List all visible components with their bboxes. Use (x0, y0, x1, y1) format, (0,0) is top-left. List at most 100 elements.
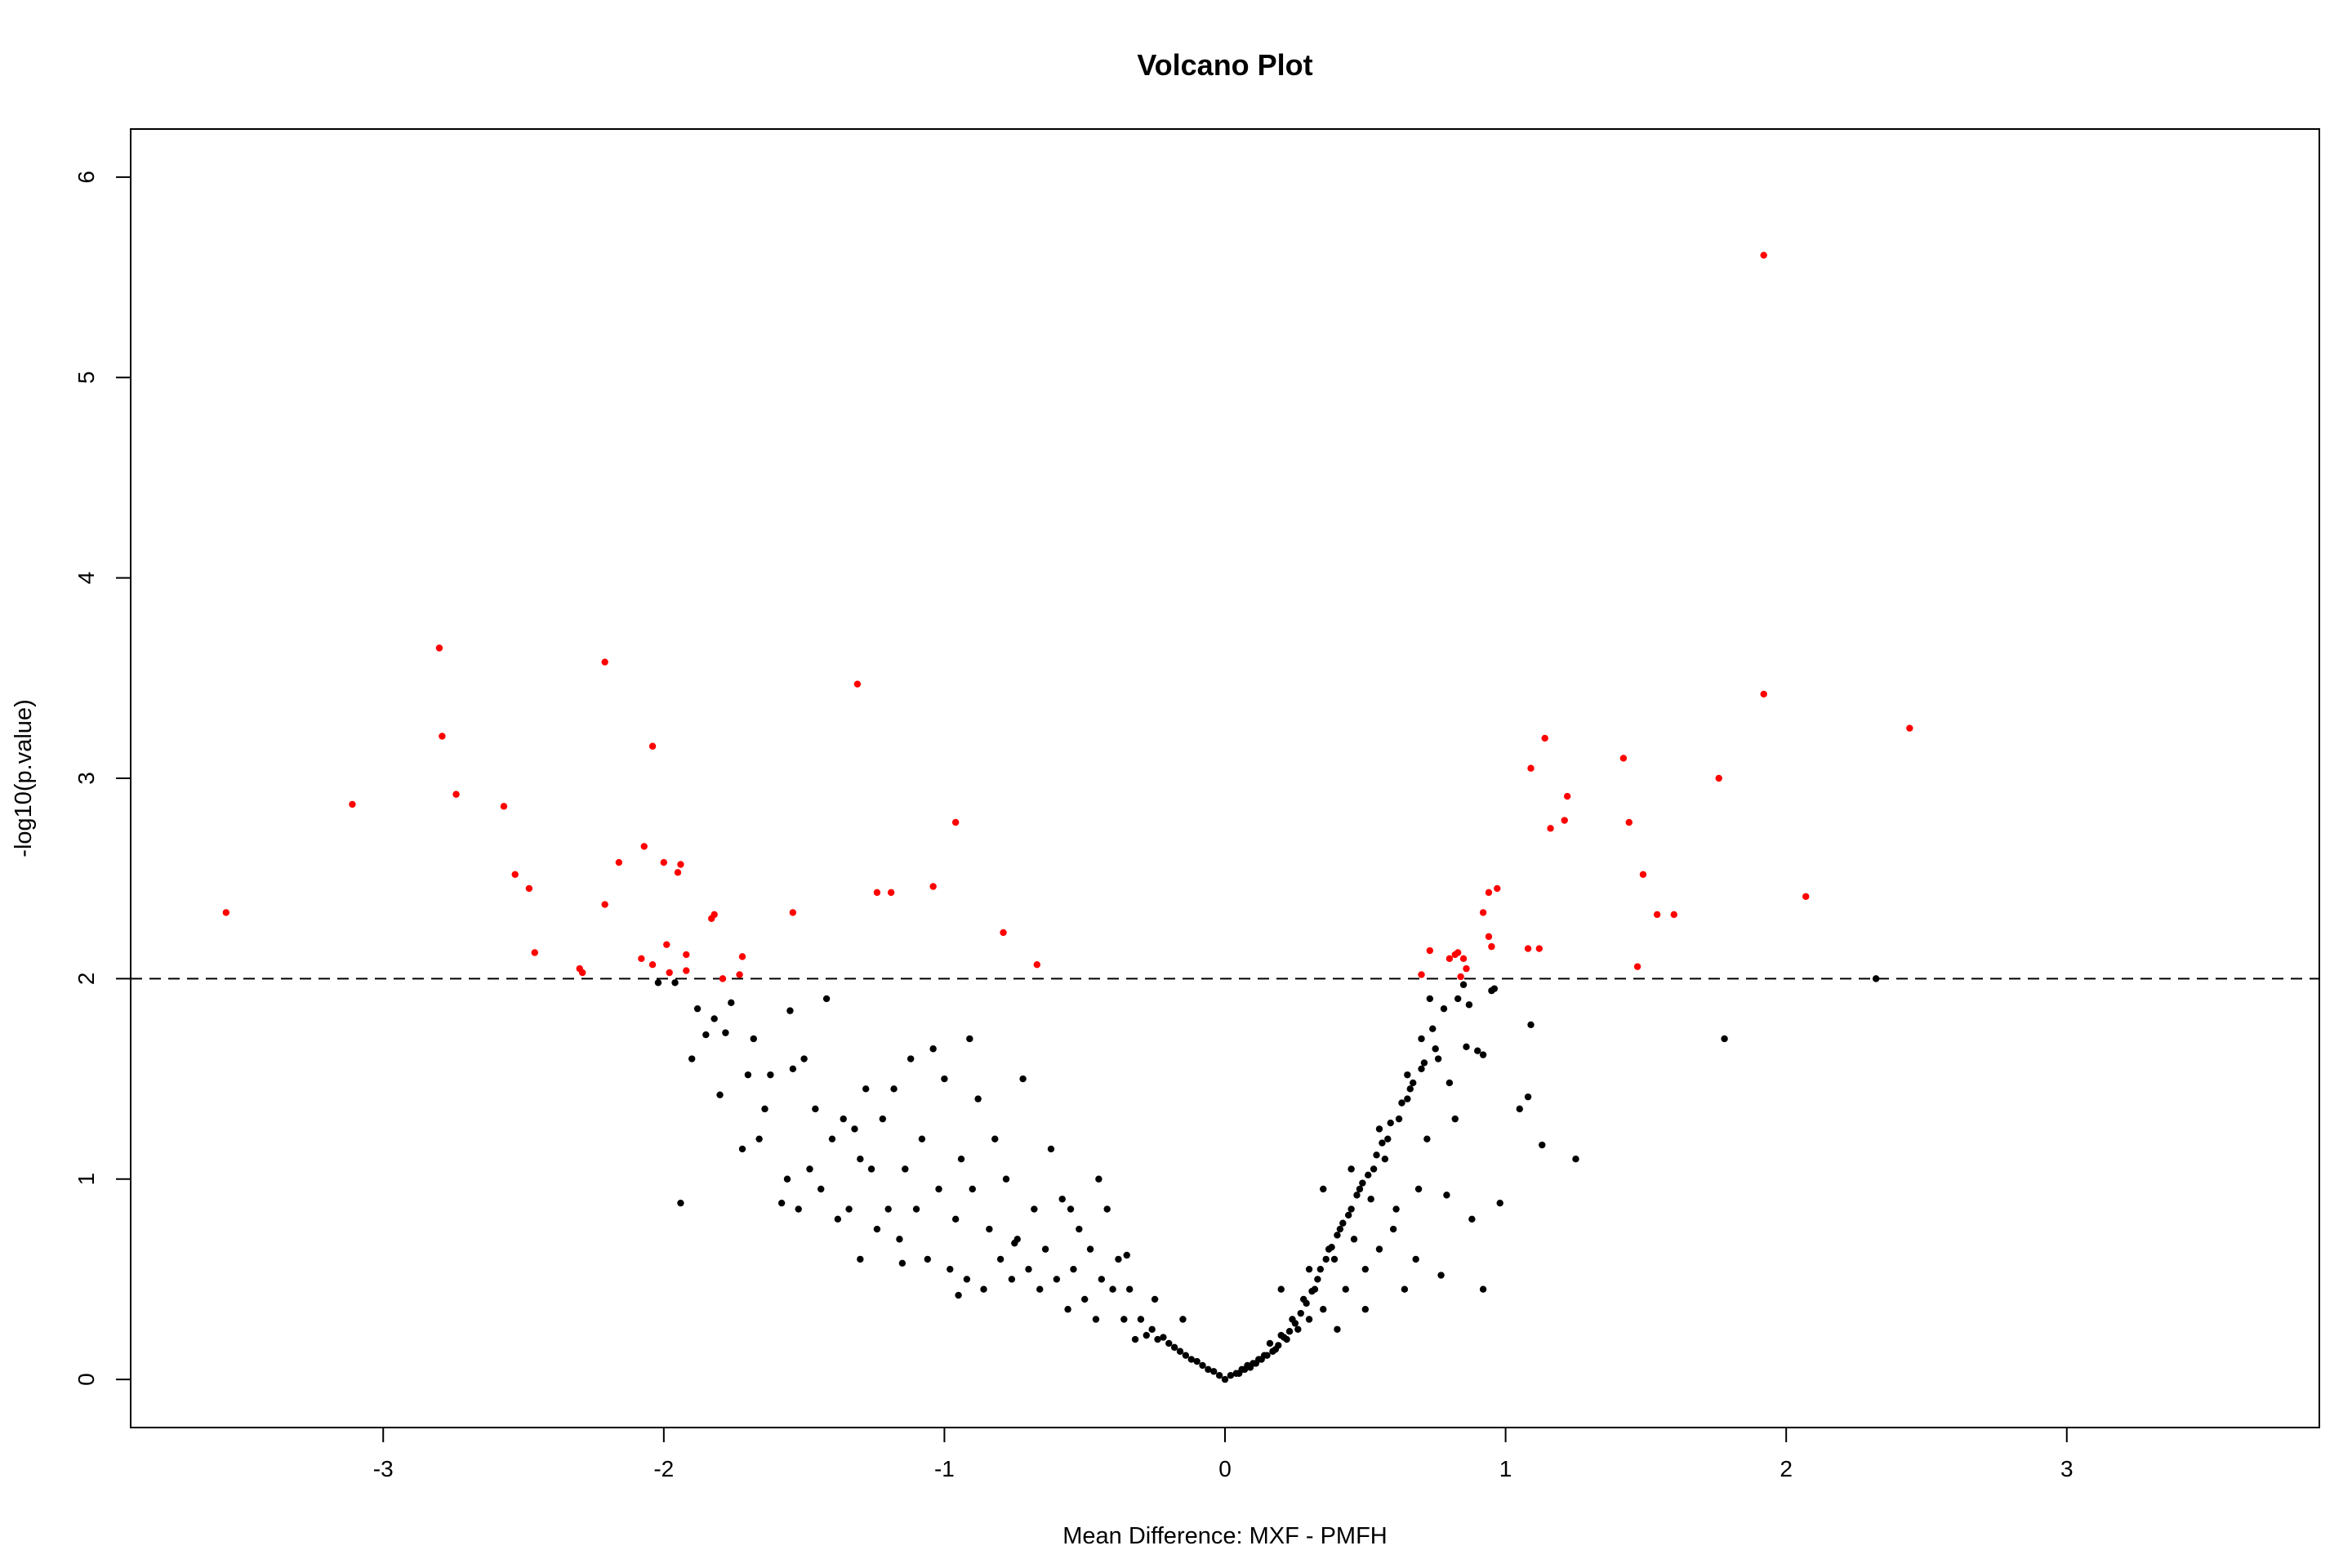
data-point (786, 1007, 794, 1014)
data-point (576, 964, 583, 973)
data-point (688, 1055, 696, 1062)
data-point (719, 975, 727, 982)
data-point (511, 871, 519, 878)
data-point (1906, 724, 1913, 732)
data-point (1344, 1211, 1352, 1219)
data-point (1527, 1021, 1535, 1029)
data-point (853, 680, 862, 688)
data-point (1387, 1119, 1394, 1127)
data-point (1291, 1320, 1299, 1327)
data-point (683, 967, 690, 974)
data-point (1406, 1085, 1414, 1093)
data-point (851, 1125, 858, 1133)
data-point (1429, 1025, 1437, 1032)
data-point (1572, 1156, 1579, 1163)
data-point (671, 979, 679, 987)
data-point (640, 843, 648, 850)
data-point (1334, 1232, 1341, 1239)
data-point (969, 1185, 976, 1193)
y-tick-label: 5 (74, 371, 99, 384)
y-axis-label: -log10(p.value) (11, 699, 37, 857)
data-point (1365, 1171, 1372, 1179)
data-point (1459, 955, 1468, 963)
data-point (1468, 1215, 1476, 1223)
data-point (750, 1035, 757, 1043)
data-point (918, 1135, 926, 1143)
data-point (708, 915, 715, 922)
data-point (666, 969, 673, 977)
data-point (812, 1105, 819, 1113)
data-point (1047, 1145, 1055, 1153)
data-point (1303, 1299, 1310, 1307)
data-point (912, 1205, 920, 1213)
data-point (1474, 1047, 1481, 1054)
data-point (1463, 964, 1470, 973)
data-point (1275, 1342, 1282, 1349)
x-tick-label: -2 (653, 1456, 674, 1481)
data-point (677, 861, 684, 868)
data-point (1561, 817, 1568, 824)
x-tick-label: -1 (934, 1456, 955, 1481)
data-point (974, 1095, 982, 1102)
data-point (1199, 1361, 1206, 1370)
data-point (800, 1055, 808, 1062)
data-point (884, 1205, 892, 1213)
data-point (1359, 1179, 1366, 1187)
data-point (1320, 1185, 1327, 1193)
data-point (1165, 1339, 1173, 1348)
data-point (674, 869, 682, 876)
data-point (1485, 889, 1493, 897)
x-tick-label: 0 (1218, 1456, 1232, 1481)
data-point (1527, 764, 1535, 772)
data-point (1076, 1225, 1083, 1233)
data-point (1443, 1192, 1450, 1199)
data-point (648, 960, 657, 969)
data-point (1802, 893, 1810, 900)
data-point (929, 1045, 937, 1053)
data-point (1058, 1196, 1066, 1203)
data-point (1305, 1316, 1313, 1323)
data-point (1392, 1205, 1400, 1213)
data-point (1125, 1285, 1134, 1293)
data-point (1451, 1115, 1459, 1123)
data-point (1095, 1175, 1102, 1183)
data-point (955, 1291, 962, 1299)
data-point (1410, 1079, 1417, 1087)
data-point (1098, 1276, 1106, 1283)
data-point (1434, 1055, 1442, 1062)
data-point (1322, 1255, 1330, 1263)
data-point (1182, 1352, 1190, 1359)
data-point (1193, 1357, 1200, 1365)
data-point (1103, 1205, 1111, 1213)
data-point (1120, 1316, 1128, 1323)
data-point (1064, 1306, 1071, 1313)
data-point (1384, 1135, 1392, 1143)
data-point (1653, 911, 1661, 919)
y-axis: 0 1 2 3 4 5 6 (74, 171, 131, 1386)
data-point (349, 800, 356, 808)
data-point (1423, 1135, 1431, 1143)
data-point (1031, 1205, 1038, 1213)
data-point (1404, 1095, 1411, 1102)
data-point (795, 1205, 802, 1213)
data-point (638, 955, 645, 963)
data-point (1619, 755, 1628, 762)
data-point (1639, 871, 1647, 878)
data-point (1488, 942, 1495, 951)
data-point (1305, 1265, 1313, 1273)
data-point (755, 1135, 763, 1143)
data-point (957, 1156, 965, 1163)
data-point (1670, 911, 1677, 919)
data-point (1227, 1372, 1235, 1379)
y-tick-label: 3 (74, 772, 99, 785)
data-point (991, 1135, 999, 1143)
data-point (1440, 1004, 1448, 1013)
data-point (1379, 1139, 1386, 1147)
data-point (817, 1185, 825, 1193)
data-point (1277, 1285, 1285, 1293)
data-point (789, 1065, 797, 1072)
data-point (1479, 1285, 1487, 1293)
data-point (873, 889, 881, 897)
